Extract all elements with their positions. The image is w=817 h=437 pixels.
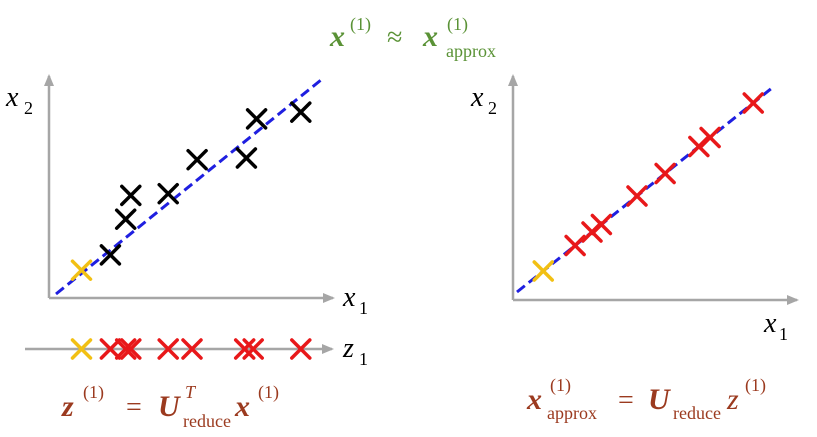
right-points	[532, 92, 764, 282]
z-label: z	[342, 333, 354, 364]
bl-eq-mat-sup: T	[185, 382, 197, 402]
right-plot: x 2 x 1	[470, 74, 799, 344]
right-approx-point	[742, 92, 764, 114]
right-regression-line	[516, 86, 773, 294]
z-points	[70, 338, 312, 360]
left-data-point	[70, 259, 93, 281]
z-projected-point	[157, 338, 179, 360]
left-data-point	[157, 182, 179, 205]
top-eq-relation: ≈	[387, 22, 402, 53]
z-projected-point	[120, 338, 142, 360]
br-eq-mat-sub: reduce	[673, 403, 721, 423]
bl-eq-mat-sub: reduce	[183, 411, 231, 431]
bottom-right-equation: x (1) approx = U reduce z (1)	[526, 375, 766, 423]
left-y-label-sub: 2	[24, 98, 33, 118]
bl-eq-lhs-sup: (1)	[83, 382, 104, 403]
bl-eq-vec-sup: (1)	[258, 382, 279, 403]
z-projected-point	[290, 338, 312, 360]
right-approx-point	[699, 126, 721, 149]
bl-eq-lhs-var: z	[61, 390, 74, 423]
br-eq-lhs-sup: (1)	[550, 375, 571, 396]
z-projected-point	[114, 338, 137, 360]
bl-eq-mat-var: U	[158, 390, 181, 423]
top-equation: x (1) ≈ x (1) approx	[329, 14, 496, 61]
right-approx-point	[564, 234, 586, 257]
left-data-point	[245, 108, 268, 130]
left-regression-line	[55, 78, 323, 296]
br-eq-vec-sup: (1)	[745, 375, 766, 396]
bottom-left-equation: z (1) = U T reduce x (1)	[61, 382, 279, 431]
bl-eq-vec-var: x	[234, 390, 250, 423]
left-data-point	[120, 184, 142, 207]
right-x-label-sub: 1	[779, 324, 788, 344]
left-points	[70, 101, 312, 281]
z-projected-point	[99, 338, 122, 360]
left-data-point	[290, 101, 312, 123]
br-eq-mat-var: U	[648, 383, 671, 416]
right-y-label-sub: 2	[488, 98, 497, 118]
top-eq-lhs-var: x	[329, 20, 345, 53]
right-y-label: x	[470, 82, 484, 113]
z-projected-point	[70, 338, 93, 360]
z-label-sub: 1	[359, 349, 368, 369]
z-projected-point	[242, 338, 264, 360]
bl-eq-relation: =	[126, 392, 142, 423]
right-approx-point	[626, 185, 648, 207]
left-data-point	[99, 244, 122, 266]
z-axis-plot: z 1	[25, 333, 368, 369]
top-eq-rhs-var: x	[422, 20, 438, 53]
right-approx-point	[532, 260, 554, 282]
br-eq-vec-var: z	[726, 383, 739, 416]
z-projected-point	[181, 338, 203, 360]
right-approx-point	[654, 162, 676, 185]
left-data-point	[235, 147, 258, 169]
right-approx-point	[590, 213, 613, 236]
top-eq-rhs-sub: approx	[446, 41, 496, 61]
top-eq-rhs-sup: (1)	[447, 14, 468, 35]
left-data-point	[114, 208, 137, 230]
br-eq-relation: =	[618, 385, 634, 416]
z-projected-point	[233, 338, 256, 360]
left-x-label-sub: 1	[359, 298, 368, 318]
left-x-label: x	[342, 282, 356, 313]
left-y-label: x	[5, 82, 19, 113]
right-x-label: x	[763, 308, 777, 339]
left-plot: x 2 x 1	[5, 74, 368, 318]
top-eq-lhs-sup: (1)	[350, 14, 371, 35]
left-data-point	[186, 148, 208, 171]
br-eq-lhs-var: x	[526, 383, 542, 416]
br-eq-lhs-sub: approx	[547, 403, 597, 423]
